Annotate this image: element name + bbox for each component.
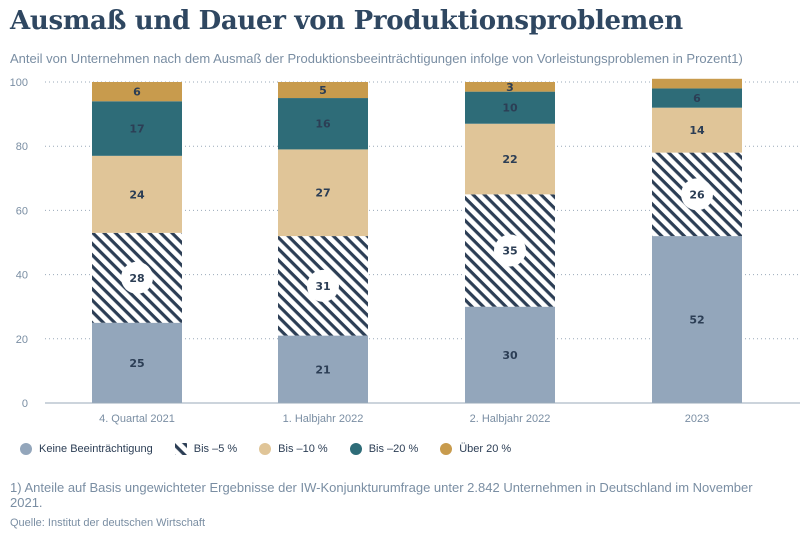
x-tick-label: 2023 <box>685 413 709 425</box>
y-tick-label: 80 <box>16 141 28 153</box>
value-labels: 25 28 24 17 6 21 31 27 16 5 30 35 22 10 3 52 26 14 6 <box>121 81 713 376</box>
legend-label: Bis –20 % <box>368 443 419 455</box>
bar-segment <box>465 123 555 195</box>
data-label: 25 <box>129 357 144 370</box>
legend-item-bis-5: Bis –5 % <box>174 443 238 455</box>
data-label: 31 <box>315 280 330 293</box>
bar-segment <box>92 82 182 102</box>
data-label: 6 <box>693 92 701 105</box>
data-label: 27 <box>315 187 330 200</box>
bar-segment <box>465 91 555 124</box>
data-label: 6 <box>133 86 141 99</box>
data-label: 35 <box>502 245 517 258</box>
bar-segment <box>92 155 182 233</box>
label-backdrop <box>121 261 153 294</box>
bar-segment <box>465 82 555 92</box>
chart-subtitle: Anteil von Unternehmen nach dem Ausmaß d… <box>10 51 743 66</box>
legend-item-keine: Keine Beeinträchtigung <box>20 443 153 455</box>
chart-title: Ausmaß und Dauer von Produktionsprobleme… <box>10 6 683 36</box>
y-tick-label: 100 <box>10 77 28 89</box>
legend-label: Bis –5 % <box>193 443 238 455</box>
y-tick-label: 60 <box>16 205 28 217</box>
bars <box>92 78 742 403</box>
data-label: 3 <box>506 81 514 94</box>
footnote-line-2: 2021. <box>10 495 43 510</box>
data-label: 52 <box>689 314 704 327</box>
data-label: 10 <box>502 102 518 115</box>
bar-segment <box>92 322 182 403</box>
y-tick-label: 0 <box>22 398 28 410</box>
legend: Keine Beeinträchtigung Bis –5 % Bis –10 … <box>20 443 533 455</box>
stacked-bar-chart: 25 28 24 17 6 21 31 27 16 5 30 35 22 10 3 52 26 14 6 0 20 40… <box>10 77 800 425</box>
bar-segment <box>652 88 742 108</box>
footnote-line-1: 1) Anteile auf Basis ungewichteter Ergeb… <box>10 480 753 495</box>
bar-segment <box>278 335 368 403</box>
data-label: 21 <box>315 363 330 376</box>
label-backdrop <box>494 234 526 267</box>
legend-swatch-bis-20 <box>349 443 362 455</box>
label-backdrop <box>307 269 339 302</box>
bar-segment <box>652 236 742 403</box>
bar-segment <box>278 82 368 99</box>
data-label: 16 <box>315 118 331 131</box>
label-backdrop <box>681 178 713 211</box>
source-note: Quelle: Institut der deutschen Wirtschaf… <box>10 517 206 529</box>
data-label: 14 <box>689 124 705 137</box>
bar-segment <box>652 107 742 153</box>
legend-swatch-hatch <box>174 443 187 455</box>
bar-segment <box>278 149 368 237</box>
bar-segment <box>465 306 555 403</box>
legend-item-ueber-20: Über 20 % <box>440 443 511 455</box>
legend-label: Keine Beeinträchtigung <box>39 443 153 455</box>
y-tick-label: 40 <box>16 270 28 282</box>
legend-swatch-ueber-20 <box>440 443 453 455</box>
x-tick-label: 2. Halbjahr 2022 <box>470 413 551 425</box>
y-tick-label: 20 <box>16 334 28 346</box>
footnote: 1) Anteile auf Basis ungewichteter Ergeb… <box>10 480 800 510</box>
legend-item-bis-20: Bis –20 % <box>349 443 419 455</box>
legend-label: Über 20 % <box>459 443 512 455</box>
data-label: 26 <box>689 188 705 201</box>
x-tick-label: 4. Quartal 2021 <box>99 413 175 425</box>
bar-segment <box>652 78 742 89</box>
axes: 0 20 40 60 80 100 4. Quartal 2021 1. Halbjahr 2… <box>10 77 800 425</box>
bar-segment <box>278 98 368 150</box>
legend-swatch-keine <box>20 443 32 455</box>
data-label: 22 <box>502 153 517 166</box>
legend-item-bis-10: Bis –10 % <box>259 443 328 455</box>
data-label: 5 <box>319 84 327 97</box>
x-tick-label: 1. Halbjahr 2022 <box>283 413 364 425</box>
data-label: 28 <box>129 272 144 285</box>
legend-label: Bis –10 % <box>278 443 328 455</box>
data-label: 17 <box>129 123 144 136</box>
legend-swatch-bis-10 <box>259 443 272 455</box>
data-label: 30 <box>502 349 518 362</box>
data-label: 24 <box>129 188 145 201</box>
bar-segment <box>92 101 182 156</box>
